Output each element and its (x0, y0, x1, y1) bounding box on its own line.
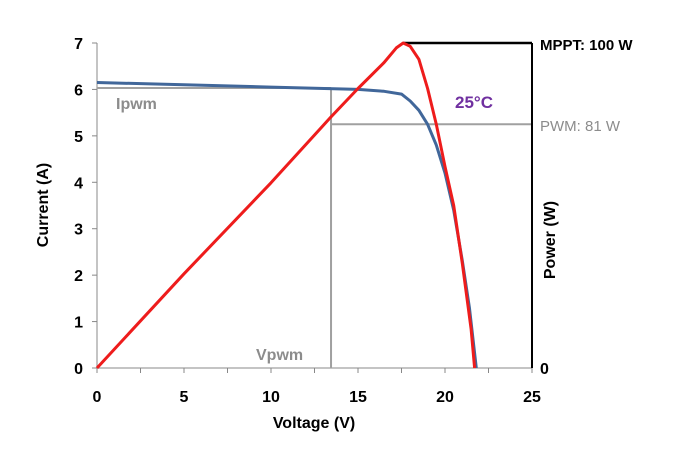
y-tick-label: 7 (74, 36, 83, 53)
x-axis-label: Voltage (V) (273, 415, 355, 432)
mppt-label: MPPT: 100 W (540, 37, 633, 54)
pwm-label: PWM: 81 W (540, 118, 621, 135)
vpwm-label: Vpwm (256, 347, 303, 364)
power-curve (95, 41, 477, 370)
x-tick-label: 10 (262, 389, 280, 406)
ipwm-label: Ipwm (116, 96, 157, 113)
y-tick-label: 4 (74, 175, 83, 192)
y-tick-label: 5 (74, 129, 83, 146)
y-axis-label: Current (A) (35, 163, 52, 247)
x-tick-label: 15 (349, 389, 367, 406)
x-tick-label: 20 (436, 389, 454, 406)
y-tick-label: 1 (74, 315, 83, 332)
y-tick-label: 2 (74, 268, 83, 285)
y2-tick-label: 0 (540, 361, 549, 378)
x-tick-label: 5 (180, 389, 189, 406)
y2-axis-label: Power (W) (542, 201, 559, 279)
current-curve (96, 81, 478, 369)
temperature-label: 25°C (455, 93, 493, 112)
y-tick-label: 6 (74, 82, 83, 99)
x-tick-label: 0 (93, 389, 102, 406)
y-tick-label: 0 (74, 361, 83, 378)
y-tick-label: 3 (74, 222, 83, 239)
x-tick-label: 25 (523, 389, 541, 406)
